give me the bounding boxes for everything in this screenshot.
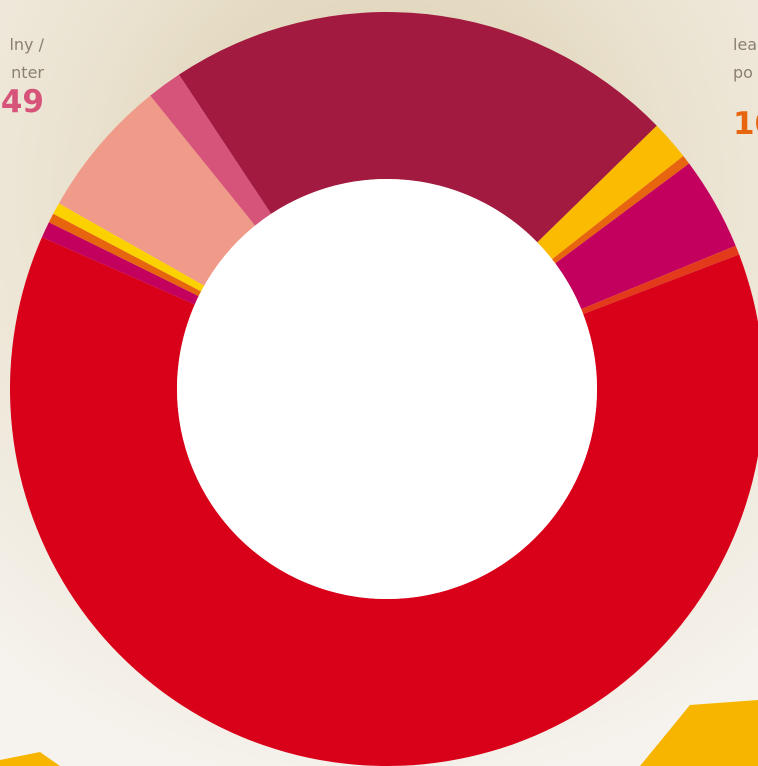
label-number: 10 — [733, 106, 758, 142]
chart: lny / nter 49 lea po 10 — [0, 0, 758, 766]
label-text: po — [733, 63, 753, 82]
label-text: nter — [11, 63, 44, 82]
label-text: lny / — [9, 35, 44, 54]
label-number: 49 — [1, 84, 44, 120]
page: {"labels": {"left": {"line1": "lny /", "… — [0, 0, 758, 766]
donut-hole — [177, 179, 597, 599]
label-text: lea — [733, 35, 757, 54]
